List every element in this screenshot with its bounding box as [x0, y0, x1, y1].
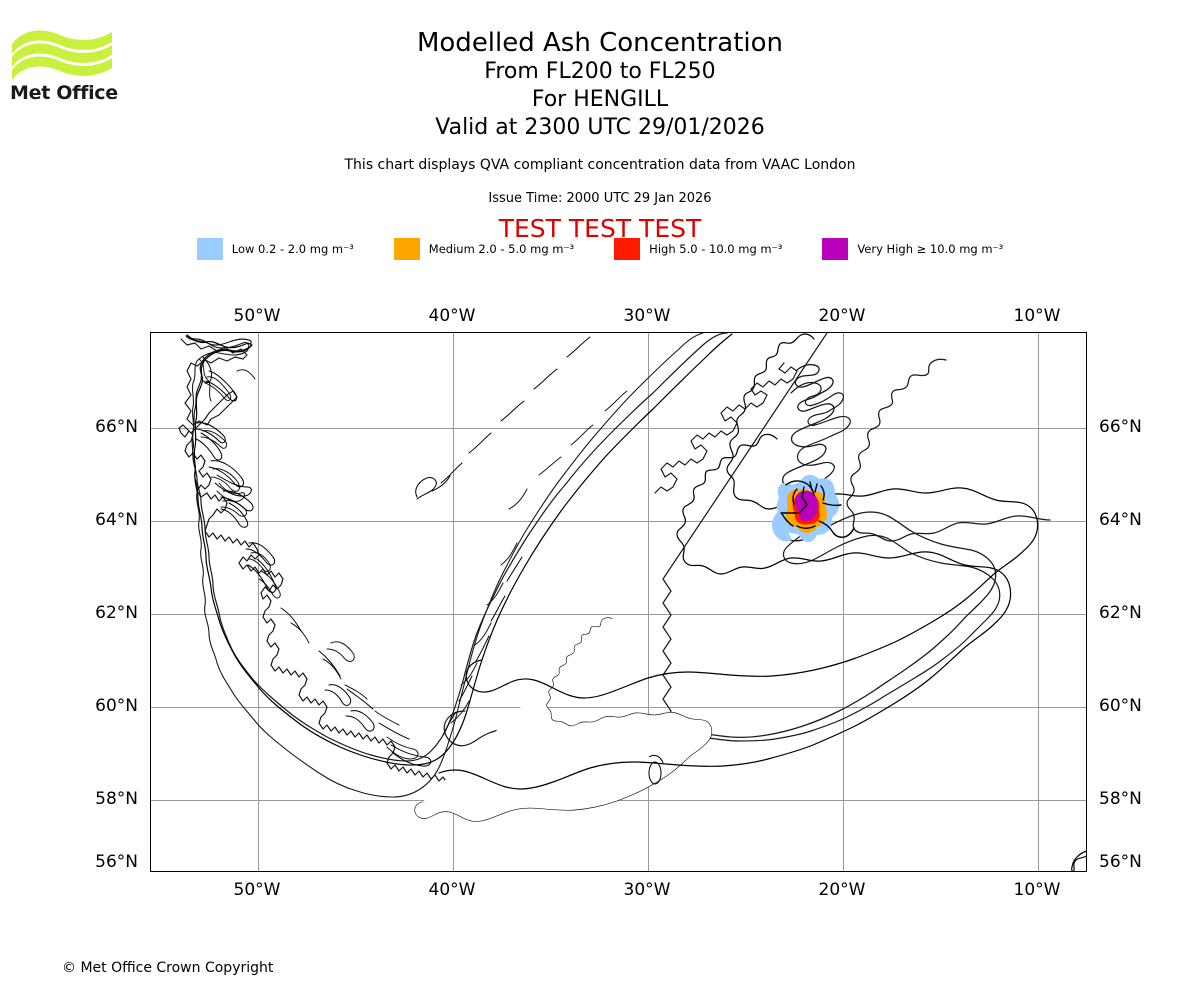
- y-tick-right-56n: 56°N: [1099, 852, 1142, 872]
- y-tick-right-64n: 64°N: [1099, 510, 1142, 530]
- legend-label-very-high: Very High ≥ 10.0 mg m⁻³: [857, 242, 1004, 256]
- concentration-legend: Low 0.2 - 2.0 mg m⁻³ Medium 2.0 - 5.0 mg…: [0, 238, 1200, 260]
- met-office-waves-icon: [12, 30, 112, 80]
- iceland-landmass: [414, 617, 713, 822]
- y-tick-left-64n: 64°N: [95, 510, 138, 530]
- greenland-small-islands: [648, 754, 664, 785]
- y-tick-left-60n: 60°N: [95, 696, 138, 716]
- ash-contour-low-lobe: [772, 511, 792, 542]
- legend-swatch-high: [614, 238, 641, 260]
- iceland-shape: [438, 433, 1012, 790]
- x-tick-top-20w: 20°W: [818, 306, 866, 326]
- x-tick-top-40w: 40°W: [428, 306, 476, 326]
- legend-swatch-low: [196, 238, 223, 260]
- met-office-wordmark: Met Office: [10, 82, 118, 104]
- x-tick-bottom-50w: 50°W: [233, 880, 281, 900]
- ash-contour-outlines: [780, 480, 855, 538]
- greenland-main-outline: [185, 333, 728, 762]
- legend-label-low: Low 0.2 - 2.0 mg m⁻³: [231, 242, 354, 256]
- issue-time: Issue Time: 2000 UTC 29 Jan 2026: [488, 191, 712, 206]
- y-tick-left-62n: 62°N: [95, 603, 138, 623]
- ireland-fragment: [1071, 850, 1086, 871]
- iceland-westfjords-detail: [236, 369, 256, 380]
- iceland-coast-final: [846, 358, 1051, 542]
- map-plot-area: 50°W 40°W 30°W 20°W 10°W 50°W 40°W 30°W …: [95, 306, 1142, 900]
- ash-concentration-map: [151, 333, 1086, 871]
- map-frame: [150, 332, 1087, 872]
- greenland-coastline: [178, 333, 828, 784]
- greenland-detail-coastline: [186, 333, 704, 798]
- x-tick-top-50w: 50°W: [233, 306, 281, 326]
- qva-note: This chart displays QVA compliant concen…: [344, 157, 856, 173]
- y-tick-left-56n: 56°N: [95, 852, 138, 872]
- greenland-west-fjords: [194, 356, 277, 593]
- legend-label-medium: Medium 2.0 - 5.0 mg m⁻³: [428, 242, 575, 256]
- chart-subtitle-flight-levels: From FL200 to FL250: [484, 59, 716, 84]
- y-tick-left-66n: 66°N: [95, 417, 138, 437]
- chart-subtitle-valid-time: Valid at 2300 UTC 29/01/2026: [435, 115, 765, 140]
- legend-swatch-very-high: [822, 238, 849, 260]
- chart-title: Modelled Ash Concentration: [416, 28, 784, 58]
- iceland-final: [465, 333, 1039, 699]
- iceland-coastline: [443, 381, 1001, 754]
- chart-subtitle-volcano: For HENGILL: [531, 87, 669, 112]
- legend-swatch-medium: [393, 238, 420, 260]
- x-tick-bottom-20w: 20°W: [818, 880, 866, 900]
- x-tick-bottom-40w: 40°W: [428, 880, 476, 900]
- greenland-south-detail: [290, 622, 419, 760]
- greenland-south-islands: [280, 607, 432, 767]
- greenland-east-fjords: [415, 336, 591, 736]
- y-tick-right-62n: 62°N: [1099, 603, 1142, 623]
- y-tick-right-60n: 60°N: [1099, 696, 1142, 716]
- met-office-logo: Met Office: [10, 26, 130, 103]
- y-tick-right-58n: 58°N: [1099, 789, 1142, 809]
- x-tick-bottom-30w: 30°W: [623, 880, 671, 900]
- map-gridlines: [151, 333, 1086, 871]
- legend-item-medium: Medium 2.0 - 5.0 mg m⁻³: [393, 238, 575, 260]
- x-tick-top-30w: 30°W: [623, 306, 671, 326]
- legend-item-low: Low 0.2 - 2.0 mg m⁻³: [196, 238, 354, 260]
- legend-label-high: High 5.0 - 10.0 mg m⁻³: [649, 242, 783, 256]
- test-banner: TEST TEST TEST: [498, 214, 702, 243]
- x-tick-top-10w: 10°W: [1013, 306, 1061, 326]
- ash-plume: [772, 474, 855, 542]
- greenland-shape: [186, 333, 733, 766]
- legend-item-very-high: Very High ≥ 10.0 mg m⁻³: [822, 238, 1003, 260]
- y-tick-right-66n: 66°N: [1099, 417, 1142, 437]
- copyright-notice: © Met Office Crown Copyright: [62, 960, 274, 976]
- page-title: Modelled Ash Concentration From FL200 to…: [0, 28, 1200, 142]
- legend-item-high: High 5.0 - 10.0 mg m⁻³: [614, 238, 782, 260]
- y-tick-left-58n: 58°N: [95, 789, 138, 809]
- x-tick-bottom-10w: 10°W: [1013, 880, 1061, 900]
